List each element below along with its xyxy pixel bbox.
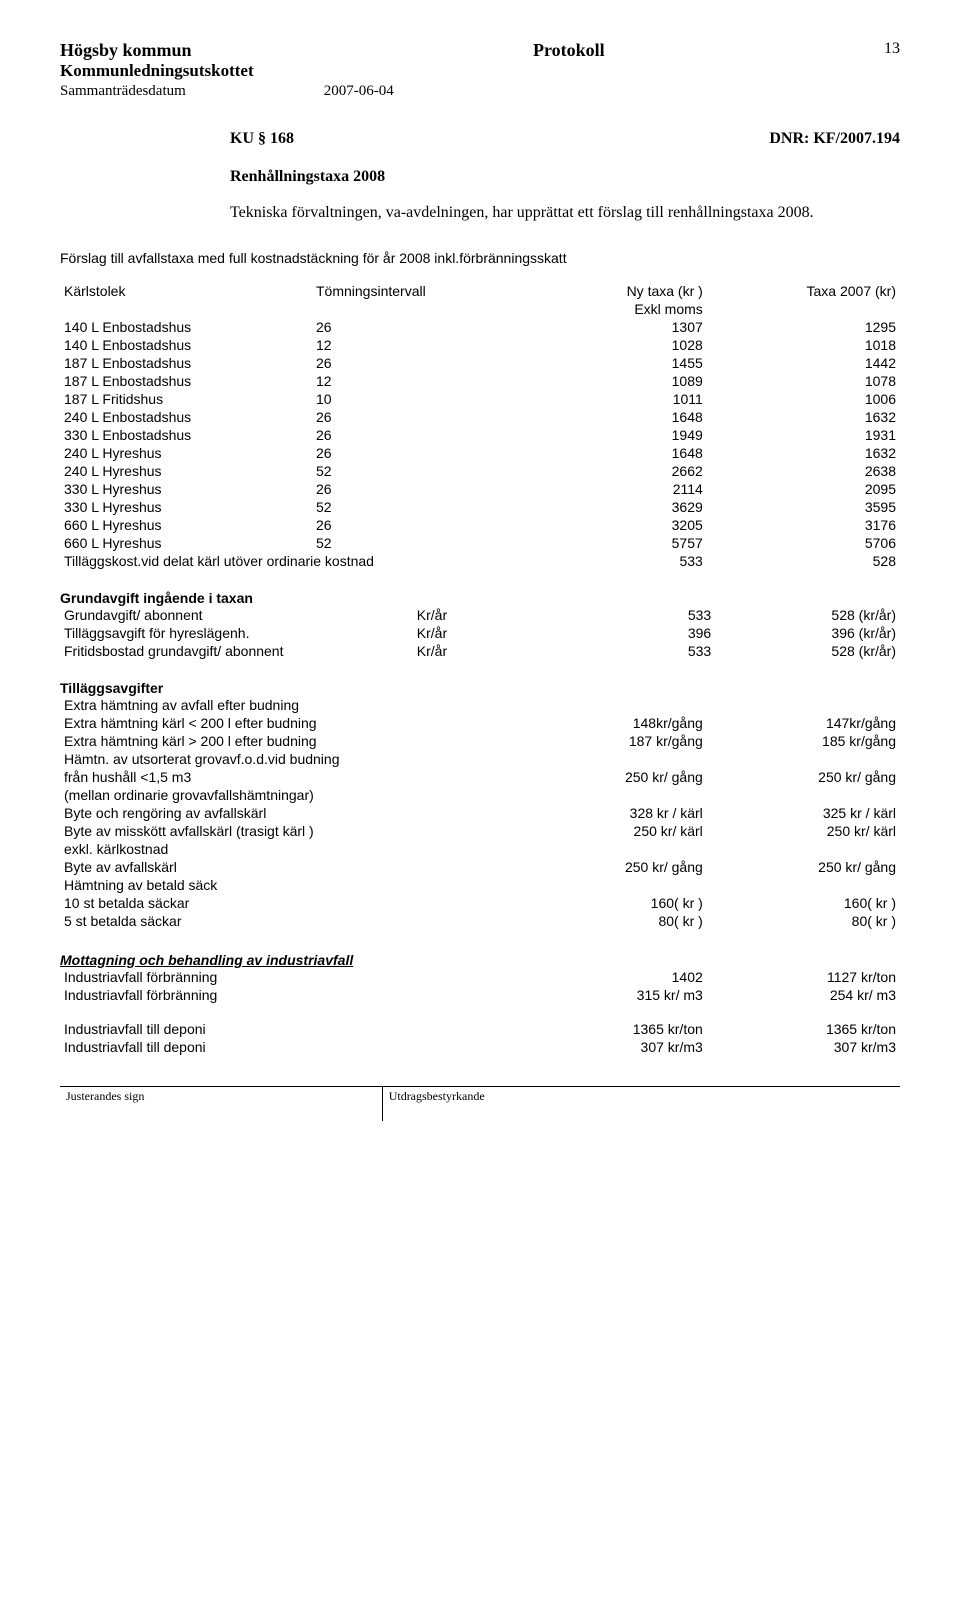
date-row: Sammanträdesdatum 2007-06-04 — [60, 83, 900, 100]
table-row: 187 L Fritidshus1010111006 — [60, 390, 900, 408]
table-header-row: Kärlstolek Tömningsintervall Ny taxa (kr… — [60, 282, 900, 300]
table-row: 240 L Hyreshus2616481632 — [60, 444, 900, 462]
footer-left: Justerandes sign — [60, 1087, 383, 1121]
table-row: Extra hämtning kärl > 200 l efter budnin… — [60, 732, 900, 750]
table-row: 10 st betalda säckar160( kr )160( kr ) — [60, 894, 900, 912]
grundavgift-title: Grundavgift ingående i taxan — [60, 590, 900, 606]
page-number: 13 — [884, 40, 900, 58]
table-row: 187 L Enbostadshus1210891078 — [60, 372, 900, 390]
table-row: exkl. kärlkostnad — [60, 840, 900, 858]
industri-title: Mottagning och behandling av industriavf… — [60, 952, 900, 968]
table-row: 330 L Hyreshus2621142095 — [60, 480, 900, 498]
kommun-name: Högsby kommun — [60, 40, 254, 61]
table-row: 240 L Enbostadshus2616481632 — [60, 408, 900, 426]
ku-row: KU § 168 DNR: KF/2007.194 — [230, 130, 900, 148]
doc-title: Renhållningstaxa 2008 — [230, 168, 900, 186]
ku-label: KU § 168 — [230, 130, 294, 148]
col-karlstolek: Kärlstolek — [60, 282, 312, 300]
col-tomning: Tömningsintervall — [312, 282, 522, 300]
dnr-label: DNR: KF/2007.194 — [769, 130, 900, 148]
table-row: Grundavgift/ abonnentKr/år533528 (kr/år) — [60, 606, 900, 624]
page-footer: Justerandes sign Utdragsbestyrkande — [60, 1086, 900, 1121]
table-row: Hämtning av betald säck — [60, 876, 900, 894]
table-row: Hämtn. av utsorterat grovavf.o.d.vid bud… — [60, 750, 900, 768]
table-row: Byte och rengöring av avfallskärl328 kr … — [60, 804, 900, 822]
exkl-moms: Exkl moms — [522, 300, 707, 318]
table-row: Industriavfall förbränning14021127 kr/to… — [60, 968, 900, 986]
intro-text: Tekniska förvaltningen, va-avdelningen, … — [230, 204, 900, 222]
table-row: Extra hämtning kärl < 200 l efter budnin… — [60, 714, 900, 732]
table-row: Industriavfall till deponi307 kr/m3307 k… — [60, 1038, 900, 1056]
table-row: Industriavfall förbränning315 kr/ m3254 … — [60, 986, 900, 1004]
kommitte-name: Kommunledningsutskottet — [60, 61, 254, 81]
table-row: Byte av avfallskärl250 kr/ gång250 kr/ g… — [60, 858, 900, 876]
table-row: (mellan ordinarie grovavfallshämtningar) — [60, 786, 900, 804]
table-row: Industriavfall till deponi1365 kr/ton136… — [60, 1020, 900, 1038]
table-row: 140 L Enbostadshus1210281018 — [60, 336, 900, 354]
table-row-tillagg: Tilläggskost.vid delat kärl utöver ordin… — [60, 552, 900, 570]
table-row: 140 L Enbostadshus2613071295 — [60, 318, 900, 336]
table-row: 5 st betalda säckar80( kr )80( kr ) — [60, 912, 900, 930]
tillaggsavgifter-title: Tilläggsavgifter — [60, 680, 900, 696]
table-row: Extra hämtning av avfall efter budning — [60, 696, 900, 714]
table-row: Fritidsbostad grundavgift/ abonnentKr/år… — [60, 642, 900, 660]
forslag-text: Förslag till avfallstaxa med full kostna… — [60, 250, 900, 266]
industri-table: Industriavfall förbränning14021127 kr/to… — [60, 968, 900, 1056]
table-row: 660 L Hyreshus5257575706 — [60, 534, 900, 552]
main-taxa-table: Kärlstolek Tömningsintervall Ny taxa (kr… — [60, 282, 900, 570]
table-row: 240 L Hyreshus5226622638 — [60, 462, 900, 480]
tillaggsavgifter-table: Extra hämtning av avfall efter budning E… — [60, 696, 900, 930]
document-header: Högsby kommun Kommunledningsutskottet Pr… — [60, 40, 900, 81]
footer-right: Utdragsbestyrkande — [383, 1087, 900, 1121]
table-row: 330 L Enbostadshus2619491931 — [60, 426, 900, 444]
header-left: Högsby kommun Kommunledningsutskottet — [60, 40, 254, 81]
table-row: 660 L Hyreshus2632053176 — [60, 516, 900, 534]
grundavgift-table: Grundavgift/ abonnentKr/år533528 (kr/år)… — [60, 606, 900, 660]
protokoll-label: Protokoll — [533, 40, 605, 61]
table-row: 330 L Hyreshus5236293595 — [60, 498, 900, 516]
col-taxa2007: Taxa 2007 (kr) — [707, 282, 900, 300]
table-row: 187 L Enbostadshus2614551442 — [60, 354, 900, 372]
col-nytaxa: Ny taxa (kr ) — [522, 282, 707, 300]
gap-row — [60, 1004, 900, 1020]
table-row: Byte av misskött avfallskärl (trasigt kä… — [60, 822, 900, 840]
table-row: Tilläggsavgift för hyreslägenh.Kr/år3963… — [60, 624, 900, 642]
table-row: från hushåll <1,5 m3250 kr/ gång250 kr/ … — [60, 768, 900, 786]
table-subheader-row: Exkl moms — [60, 300, 900, 318]
date-value: 2007-06-04 — [324, 83, 394, 99]
date-label: Sammanträdesdatum — [60, 83, 320, 100]
